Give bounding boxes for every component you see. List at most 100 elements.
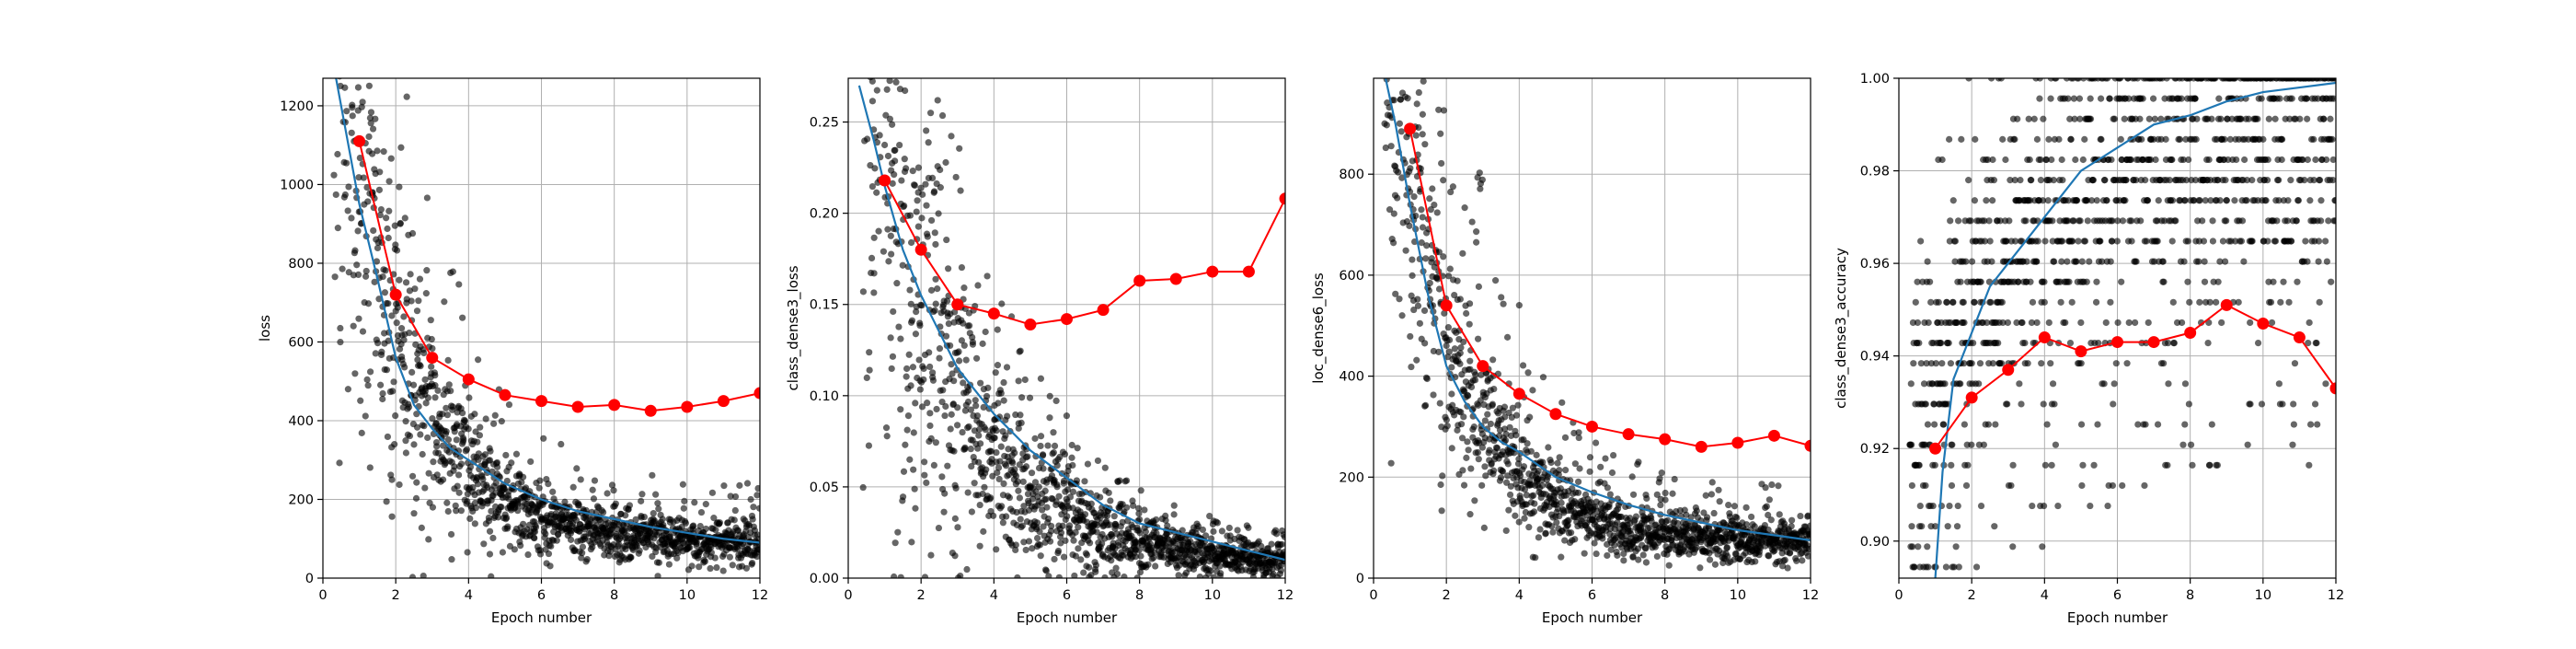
scatter-point (500, 549, 506, 555)
scatter-point (508, 459, 514, 466)
scatter-point (1061, 554, 1067, 561)
scatter-point (1397, 121, 1403, 127)
scatter-point (410, 441, 417, 447)
scatter-point (2055, 136, 2062, 143)
scatter-point (1408, 364, 1414, 370)
scatter-point (1245, 525, 1251, 531)
scatter-point (655, 505, 661, 512)
scatter-point (998, 444, 1005, 450)
scatter-point (2078, 421, 2085, 427)
y-axis-label: class_dense3_loss (785, 265, 802, 390)
scatter-point (1466, 321, 1473, 328)
scatter-point (909, 0, 915, 6)
scatter-point (2041, 400, 2047, 407)
scatter-point (2069, 238, 2076, 244)
scatter-point (338, 61, 344, 67)
scatter-point (364, 198, 371, 204)
scatter-point (1611, 542, 1617, 549)
scatter-point (1421, 340, 1428, 346)
validation-marker (535, 395, 547, 407)
scatter-point (1909, 482, 1915, 489)
x-tick-label: 10 (1730, 588, 1746, 603)
scatter-point (1490, 386, 1497, 392)
scatter-point (1707, 557, 1713, 563)
scatter-point (1047, 538, 1053, 544)
scatter-point (681, 498, 687, 504)
scatter-point (1279, 541, 1285, 548)
scatter-point (1226, 525, 1233, 531)
scatter-point (868, 48, 874, 54)
y-tick-label: 200 (1339, 470, 1364, 485)
scatter-point (895, 323, 902, 330)
scatter-point (1034, 519, 1041, 526)
scatter-point (884, 226, 891, 233)
scatter-point (1171, 503, 1178, 509)
scatter-point (1018, 348, 1024, 354)
scatter-point (459, 410, 466, 416)
scatter-point (660, 522, 666, 528)
x-axis-label: Epoch number (1542, 609, 1643, 626)
scatter-point (2028, 177, 2034, 183)
scatter-point (1446, 337, 1453, 343)
scatter-point (580, 544, 586, 550)
scatter-point (389, 15, 396, 21)
scatter-point (878, 33, 884, 40)
scatter-point (494, 464, 500, 470)
scatter-point (963, 566, 970, 573)
scatter-point (355, 316, 362, 322)
scatter-point (998, 300, 1005, 307)
scatter-point (977, 543, 983, 550)
scatter-point (443, 500, 450, 506)
scatter-point (466, 425, 472, 432)
x-axis-label: Epoch number (1017, 609, 1118, 626)
scatter-point (1597, 464, 1604, 470)
scatter-point (1476, 284, 1482, 290)
scatter-point (408, 297, 415, 304)
scatter-point (963, 357, 970, 364)
scatter-point (430, 458, 436, 465)
scatter-point (1717, 498, 1723, 504)
scatter-point (2021, 340, 2028, 346)
scatter-point (1070, 489, 1076, 495)
scatter-point (409, 473, 416, 480)
scatter-point (1064, 412, 1070, 419)
validation-marker (645, 405, 657, 417)
scatter-point (933, 406, 939, 412)
scatter-point (1473, 239, 1479, 246)
scatter-point (364, 48, 371, 54)
scatter-point (429, 345, 435, 352)
scatter-point (959, 429, 965, 435)
scatter-point (337, 339, 343, 345)
scatter-point (489, 535, 496, 541)
scatter-point (940, 509, 947, 516)
scatter-point (1395, 39, 1401, 45)
scatter-point (948, 133, 954, 139)
scatter-point (1593, 439, 1599, 446)
scatter-point (533, 524, 539, 530)
scatter-point (888, 250, 894, 257)
scatter-point (860, 484, 867, 491)
scatter-point (1026, 538, 1032, 544)
scatter-point (540, 435, 546, 442)
scatter-point (1558, 554, 1564, 561)
scatter-point (1694, 507, 1700, 514)
scatter-point (1011, 449, 1018, 456)
scatter-point (1571, 536, 1578, 542)
scatter-point (475, 356, 481, 363)
scatter-point (994, 427, 1000, 434)
scatter-point (878, 42, 884, 49)
scatter-point (1135, 510, 1142, 516)
scatter-point (364, 377, 371, 383)
scatter-point (2051, 400, 2057, 407)
scatter-point (1576, 465, 1582, 471)
scatter-point (385, 208, 392, 214)
scatter-point (1696, 564, 1703, 571)
scatter-point (1027, 395, 1033, 401)
scatter-point (1484, 411, 1490, 418)
scatter-point (1386, 45, 1392, 52)
scatter-point (334, 151, 340, 157)
scatter-point (1926, 319, 1932, 326)
scatter-point (1607, 491, 1614, 497)
scatter-point (1955, 503, 1961, 509)
scatter-point (474, 439, 480, 446)
